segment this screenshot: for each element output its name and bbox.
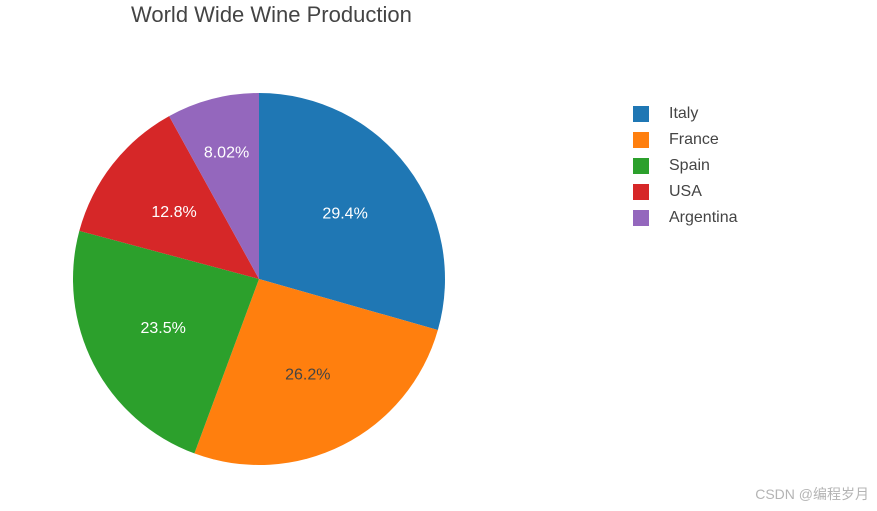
legend-label: USA: [669, 183, 702, 200]
slice-percent-label: 12.8%: [151, 204, 196, 221]
legend[interactable]: Italy France Spain USA Argentina: [633, 101, 738, 231]
pie-slice-france[interactable]: [194, 279, 438, 466]
watermark-text: CSDN @编程岁月: [755, 486, 869, 502]
chart-title: World Wide Wine Production: [131, 2, 412, 27]
legend-swatch: [633, 106, 649, 122]
legend-label: France: [669, 131, 719, 148]
legend-item-spain[interactable]: Spain: [633, 153, 738, 179]
legend-swatch: [633, 132, 649, 148]
legend-label: Argentina: [669, 209, 738, 226]
legend-label: Spain: [669, 157, 710, 174]
pie-slice-italy[interactable]: [259, 93, 446, 331]
slice-percent-label: 26.2%: [285, 367, 330, 384]
pie-slice-spain[interactable]: [73, 230, 259, 454]
legend-swatch: [633, 184, 649, 200]
slice-percent-label: 29.4%: [322, 206, 367, 223]
legend-item-usa[interactable]: USA: [633, 179, 738, 205]
legend-swatch: [633, 210, 649, 226]
legend-item-france[interactable]: France: [633, 127, 738, 153]
legend-item-italy[interactable]: Italy: [633, 101, 738, 127]
slice-percent-label: 8.02%: [204, 144, 249, 161]
pie-slice-argentina[interactable]: [169, 93, 259, 279]
legend-item-argentina[interactable]: Argentina: [633, 205, 738, 231]
legend-label: Italy: [669, 105, 699, 122]
pie-slice-usa[interactable]: [79, 116, 259, 279]
slice-percent-label: 23.5%: [140, 320, 185, 337]
legend-swatch: [633, 158, 649, 174]
